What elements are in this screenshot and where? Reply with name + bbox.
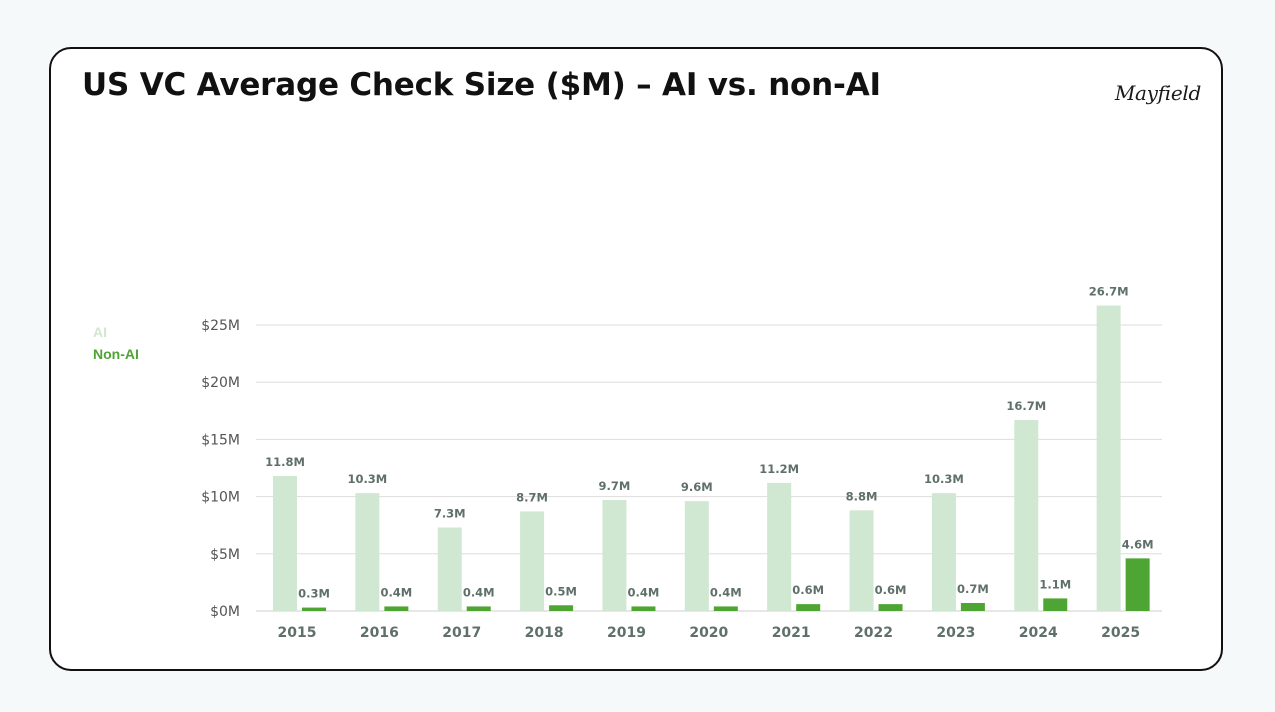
bar-ai [684, 501, 709, 611]
data-label-ai: 11.2M [759, 462, 799, 476]
bar-non-ai [1043, 598, 1068, 611]
x-tick-label: 2016 [360, 625, 399, 641]
data-label-non-ai: 0.6M [875, 583, 907, 597]
bar-non-ai [631, 606, 656, 611]
bar-ai [767, 482, 792, 611]
x-tick-label: 2023 [936, 625, 975, 641]
data-label-ai: 7.3M [434, 506, 466, 520]
bar-ai [1096, 305, 1121, 611]
bar-non-ai [960, 602, 985, 611]
data-label-non-ai: 0.7M [957, 582, 989, 596]
data-label-ai: 26.7M [1089, 285, 1129, 299]
bar-non-ai [713, 606, 738, 611]
data-label-ai: 8.7M [516, 490, 548, 504]
bar-ai [355, 493, 380, 611]
bar-non-ai [384, 606, 409, 611]
data-label-non-ai: 1.1M [1039, 577, 1071, 591]
x-tick-label: 2019 [607, 625, 646, 641]
bar-ai [437, 527, 462, 611]
y-tick-label: $10M [201, 490, 240, 506]
data-label-ai: 8.8M [846, 489, 878, 503]
legend-item-non-ai: Non-AI [93, 346, 139, 362]
bar-non-ai [878, 604, 903, 611]
x-tick-label: 2018 [525, 625, 564, 641]
x-tick-label: 2017 [442, 625, 481, 641]
x-tick-label: 2025 [1101, 625, 1140, 641]
bar-non-ai [796, 604, 821, 611]
data-label-ai: 9.7M [599, 479, 631, 493]
x-tick-label: 2020 [689, 625, 728, 641]
data-label-non-ai: 0.4M [628, 585, 660, 599]
bar-non-ai [1125, 558, 1150, 611]
data-label-non-ai: 0.6M [792, 583, 824, 597]
data-label-ai: 11.8M [265, 455, 305, 469]
y-tick-label: $25M [201, 318, 240, 334]
bar-ai [273, 476, 297, 611]
data-label-ai: 10.3M [924, 472, 964, 486]
x-tick-label: 2021 [772, 625, 811, 641]
bar-ai [849, 510, 874, 611]
data-label-non-ai: 0.4M [380, 585, 412, 599]
mayfield-logo: Mayfield [1114, 81, 1201, 105]
bar-ai [520, 511, 545, 611]
data-label-non-ai: 0.5M [545, 584, 577, 598]
bar-ai [602, 500, 627, 611]
bar-chart: $0M $5M $10M $15M $20M $25M 11.8M 0.3M 2015 10.3M… [201, 285, 1162, 641]
legend-item-ai: AI [93, 324, 107, 340]
data-label-non-ai: 0.4M [463, 585, 495, 599]
data-label-ai: 16.7M [1006, 399, 1046, 413]
y-tick-label: $5M [210, 547, 240, 563]
data-label-ai: 10.3M [347, 472, 387, 486]
bar-ai [931, 493, 956, 611]
y-tick-label: $20M [201, 375, 240, 391]
page-title: US VC Average Check Size ($M) – AI vs. n… [82, 67, 881, 103]
x-tick-label: 2015 [278, 625, 317, 641]
data-label-non-ai: 0.3M [298, 587, 330, 601]
bar-non-ai [466, 606, 491, 611]
bar-ai [1014, 419, 1039, 611]
y-tick-label: $15M [201, 432, 240, 448]
bar-non-ai [302, 607, 326, 611]
data-label-non-ai: 0.4M [710, 585, 742, 599]
chart-legend: AI Non-AI [93, 321, 139, 365]
bar-non-ai [549, 605, 574, 611]
y-tick-label: $0M [210, 604, 240, 620]
data-label-ai: 9.6M [681, 480, 713, 494]
data-label-non-ai: 4.6M [1122, 537, 1154, 551]
x-tick-label: 2022 [854, 625, 893, 641]
x-tick-label: 2024 [1019, 625, 1058, 641]
chart-card: US VC Average Check Size ($M) – AI vs. n… [49, 47, 1223, 671]
